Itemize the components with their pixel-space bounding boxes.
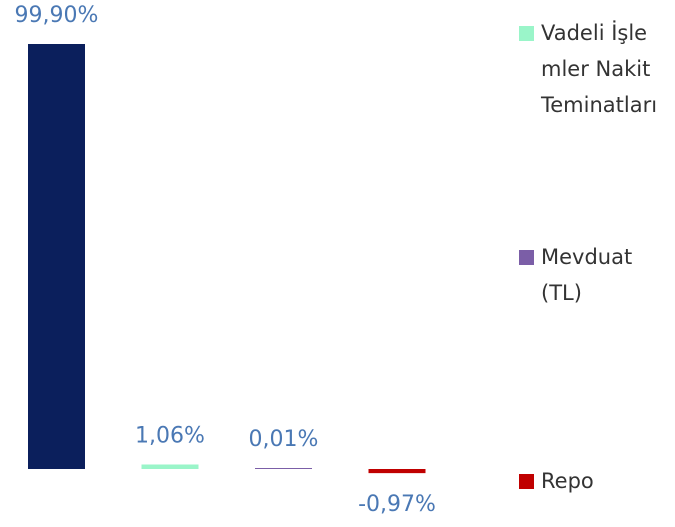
legend-item: Repo	[519, 463, 659, 499]
value-label: 1,06%	[135, 423, 205, 448]
plot: 99,90% 1,06% 0,01% -0,97%	[15, 3, 436, 517]
bar	[255, 468, 312, 469]
bar	[28, 44, 85, 469]
legend-swatch	[519, 26, 534, 41]
value-label: -0,97%	[358, 492, 436, 517]
legend-swatch	[519, 250, 534, 265]
legend-label: Vadeli İşlemler Nakit Teminatları	[541, 21, 658, 117]
legend-label: Mevduat (TL)	[541, 245, 633, 305]
legend-swatch	[519, 474, 534, 489]
bar	[141, 464, 199, 469]
legend-label: Repo	[541, 469, 594, 493]
value-label: 0,01%	[249, 427, 319, 452]
value-label: 99,90%	[15, 3, 99, 28]
legend-item: Mevduat (TL)	[519, 239, 659, 311]
bar	[368, 469, 426, 474]
legend-item: Vadeli İşlemler Nakit Teminatları	[519, 15, 659, 123]
